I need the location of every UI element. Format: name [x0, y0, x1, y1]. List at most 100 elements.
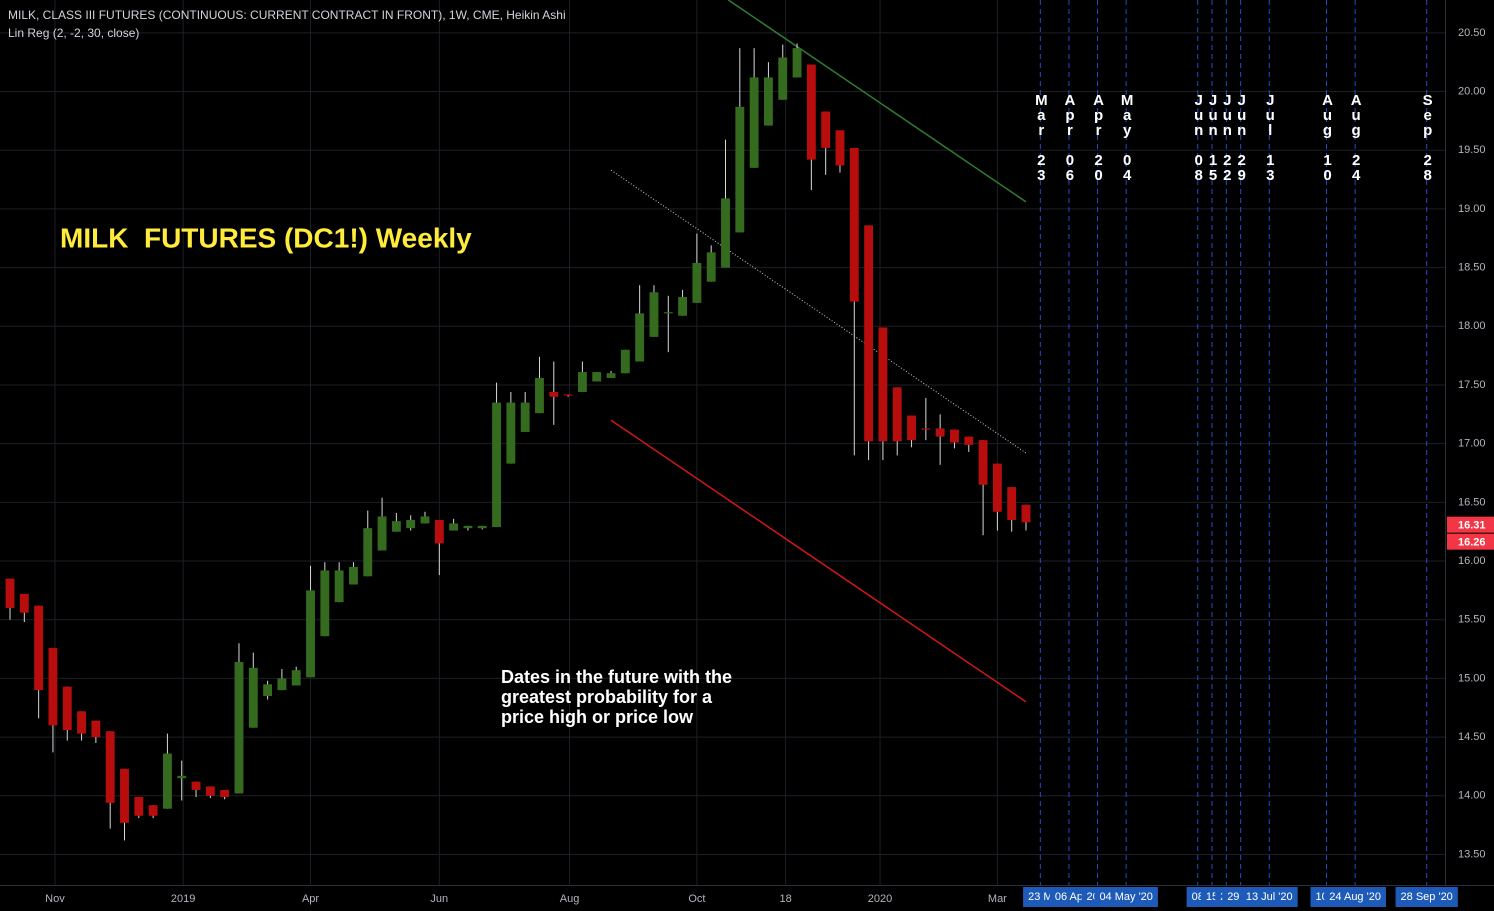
future-axis-label: 23 M — [1028, 891, 1052, 903]
candle-body — [964, 436, 974, 445]
y-tick-label: 18.50 — [1458, 262, 1486, 274]
y-tick-label: 20.50 — [1458, 27, 1486, 39]
candle-body — [635, 313, 645, 362]
future-axis-box — [1324, 887, 1386, 907]
axes: 13.50 14.00 14.50 15.00 15.50 16.00 16.50 17.00… — [45, 27, 1494, 907]
chart-title: MILK, CLASS III FUTURES (CONTINUOUS: CUR… — [8, 8, 566, 22]
price-label-box — [1447, 516, 1494, 533]
x-tick-label: Nov — [45, 893, 65, 905]
candle-body — [549, 392, 559, 397]
candle-body — [649, 292, 659, 337]
candle-body — [892, 387, 902, 442]
y-tick-label: 13.50 — [1458, 848, 1486, 860]
candle-body — [363, 528, 373, 577]
y-tick-label: 14.50 — [1458, 731, 1486, 743]
candle-body — [205, 786, 215, 796]
candle-body — [821, 111, 831, 148]
x-tick-label: Mar — [988, 893, 1007, 905]
candle-body — [849, 147, 859, 302]
note-line: Dates in the future with the — [501, 667, 732, 687]
candle-body — [19, 593, 29, 613]
y-tick-label: 18.00 — [1458, 320, 1486, 332]
note-line: price high or price low — [501, 707, 694, 727]
price-label: 16.26 — [1458, 537, 1486, 549]
candle-body — [349, 566, 358, 585]
candle-body — [735, 106, 745, 233]
candle-body — [48, 647, 58, 726]
future-date-label: Jun 29 — [1233, 92, 1250, 182]
candle-body — [34, 605, 44, 691]
price-label: 16.31 — [1458, 520, 1486, 532]
x-tick-label: Jun — [430, 893, 448, 905]
candle-body — [120, 768, 129, 823]
candle-body — [91, 720, 101, 738]
future-axis-box — [1023, 887, 1058, 907]
note-line: greatest probability for a — [501, 687, 713, 707]
x-tick-label: 2019 — [171, 893, 195, 905]
candle-body — [220, 789, 230, 797]
candle-body — [520, 402, 530, 432]
future-date-label: Jun 22 — [1219, 92, 1236, 182]
candle-body — [692, 262, 702, 303]
x-tick-label: Oct — [688, 893, 705, 905]
future-axis-label: 28 Sep '20 — [1401, 891, 1453, 903]
future-axis-label: 06 Ap — [1055, 891, 1083, 903]
x-tick-label: 18 — [779, 893, 791, 905]
candle-body — [391, 521, 401, 532]
y-tick-label: 17.00 — [1458, 438, 1486, 450]
future-date-label: Sep 28 — [1419, 92, 1436, 182]
future-date-label: Aug 24 — [1348, 92, 1365, 182]
candle-body — [377, 516, 387, 551]
candle-body — [449, 523, 459, 531]
candle-body — [678, 296, 688, 316]
candle-body — [477, 525, 487, 529]
candle-body — [62, 686, 72, 731]
y-tick-label: 19.50 — [1458, 144, 1486, 156]
price-label-box — [1447, 533, 1494, 550]
candle-body — [506, 402, 516, 464]
candle-body — [935, 428, 945, 437]
candle-body — [864, 225, 874, 442]
candle-body — [191, 781, 201, 790]
future-date-label: Apr 06 — [1061, 92, 1078, 182]
candle-body — [878, 327, 888, 442]
candle-body — [320, 570, 330, 637]
candle-body — [806, 64, 816, 160]
trend-line — [610, 419, 1027, 703]
candle-body — [950, 429, 959, 443]
y-tick-label: 19.00 — [1458, 203, 1486, 215]
trend-lines — [610, 0, 1027, 703]
indicator-label: Lin Reg (2, -2, 30, close) — [8, 26, 139, 40]
candle-body — [992, 463, 1002, 512]
future-date-label: Jun 08 — [1190, 92, 1207, 182]
candle-body — [306, 590, 315, 678]
future-date-label: Jun 15 — [1205, 92, 1222, 182]
future-axis-box — [1240, 887, 1298, 907]
candle-body — [921, 428, 931, 430]
x-tick-label: 2020 — [868, 893, 892, 905]
candle-body — [177, 775, 187, 779]
annotation: MILK FUTURES (DC1!) Weekly — [60, 222, 472, 253]
candle-body — [334, 570, 344, 603]
candle-body — [535, 377, 544, 414]
candle-body — [620, 349, 630, 374]
candle-body — [420, 516, 430, 524]
candle-body — [492, 402, 501, 528]
candle-body — [749, 77, 759, 168]
candle-body — [134, 796, 144, 816]
x-tick-label: Apr — [302, 893, 319, 905]
future-date-label: Jul 13 — [1262, 92, 1279, 182]
candle-body — [721, 198, 730, 268]
future-axis-label: 24 Aug '20 — [1329, 891, 1381, 903]
y-tick-label: 15.50 — [1458, 614, 1486, 626]
candle-body — [434, 519, 444, 544]
future-date-label: May 04 — [1119, 92, 1136, 182]
candles — [5, 43, 1031, 841]
future-axis-box — [1094, 887, 1158, 907]
y-tick-label: 14.00 — [1458, 790, 1486, 802]
trend-line — [727, 0, 1027, 203]
